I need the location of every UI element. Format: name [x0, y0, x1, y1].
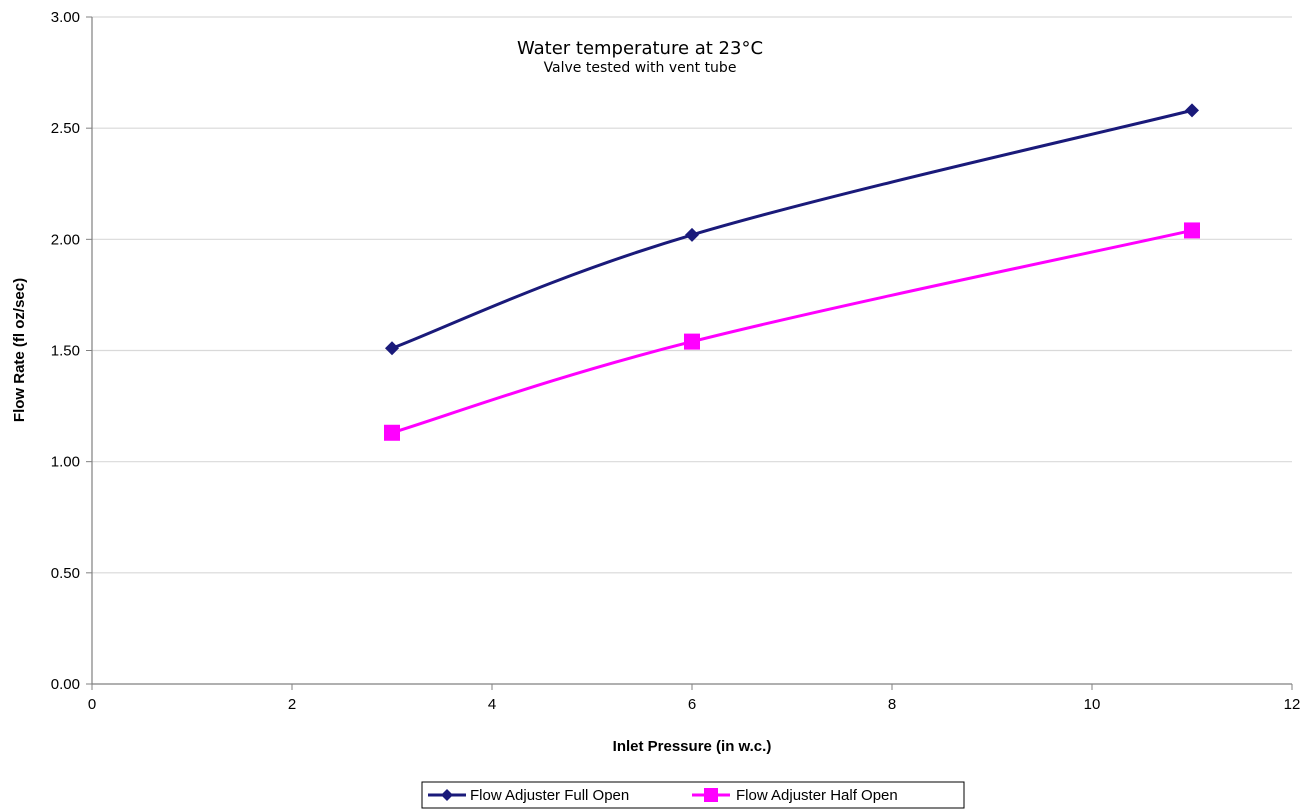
y-axis-title: Flow Rate (fl oz/sec): [11, 278, 28, 422]
x-tick-label: 10: [1084, 696, 1101, 713]
legend-label-half-open: Flow Adjuster Half Open: [736, 787, 898, 804]
y-tick-label: 2.00: [51, 231, 80, 248]
y-tick-label: 1.50: [51, 343, 80, 360]
x-tick-label: 8: [888, 696, 896, 713]
x-tick-labels: 0 2 4 6 8 10 12: [88, 696, 1301, 713]
x-tick-label: 12: [1284, 696, 1301, 713]
data-point-half-open: [1184, 222, 1200, 239]
y-tick-label: 0.00: [51, 676, 80, 693]
x-tick-label: 6: [688, 696, 696, 713]
legend-marker-half-open: [704, 788, 718, 802]
y-tick-labels: 0.00 0.50 1.00 1.50 2.00 2.50 3.00: [51, 9, 80, 693]
x-tick-label: 0: [88, 696, 96, 713]
gridlines: [92, 16, 1292, 574]
data-point-full-open: [685, 227, 699, 242]
x-axis-title: Inlet Pressure (in w.c.): [613, 738, 772, 755]
y-tick-label: 3.00: [51, 9, 80, 26]
data-point-full-open: [1185, 103, 1199, 118]
series-layer: [384, 103, 1200, 441]
y-tick-label: 1.00: [51, 454, 80, 471]
legend-marker-full-open: [441, 789, 453, 801]
series-line-half-open: [391, 228, 1193, 435]
x-tick-label: 2: [288, 696, 296, 713]
legend: Flow Adjuster Full Open Flow Adjuster Ha…: [421, 781, 965, 809]
y-tick-label: 0.50: [51, 565, 80, 582]
data-point-full-open: [385, 341, 399, 356]
annotation-vent-tube: Valve tested with vent tube: [544, 60, 737, 76]
y-tick-label: 2.50: [51, 120, 80, 137]
annotation-temperature: Water temperature at 23°C: [517, 38, 763, 59]
series-line-full-open: [391, 108, 1193, 350]
axes: [86, 16, 1293, 690]
x-tick-label: 4: [488, 696, 496, 713]
legend-label-full-open: Flow Adjuster Full Open: [470, 787, 629, 804]
data-point-half-open: [684, 333, 700, 350]
data-point-half-open: [384, 424, 400, 441]
